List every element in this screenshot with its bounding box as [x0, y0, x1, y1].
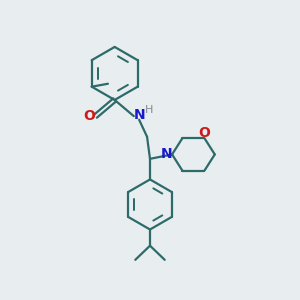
Text: O: O	[84, 109, 96, 123]
Text: O: O	[199, 126, 210, 140]
Text: N: N	[161, 147, 172, 161]
Text: N: N	[133, 108, 145, 122]
Text: H: H	[145, 105, 153, 115]
